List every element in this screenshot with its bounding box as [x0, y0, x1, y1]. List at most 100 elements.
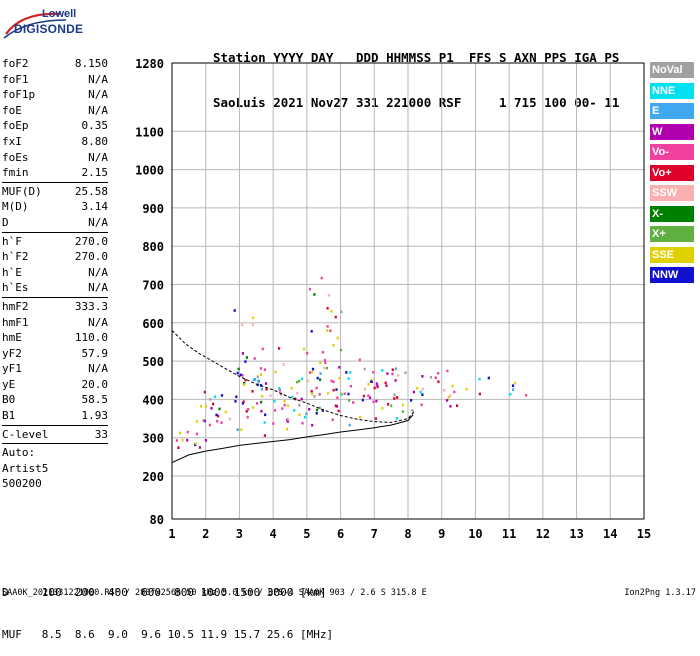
param-row: h`E N/A: [2, 265, 108, 281]
param-value: 20.0: [81, 377, 109, 391]
auto-label: Auto:: [2, 446, 36, 460]
param-label: foE: [2, 103, 22, 117]
param-row: yE 20.0: [2, 377, 108, 393]
echo-point: [451, 384, 454, 388]
digisonde-logo: Lowell DIGISONDE: [2, 6, 83, 42]
echo-point: [421, 393, 424, 396]
echo-point: [294, 397, 297, 401]
echo-point: [251, 323, 254, 326]
echo-point: [177, 446, 180, 449]
echo-point: [209, 398, 212, 401]
echo-point: [434, 376, 437, 379]
echo-point: [449, 405, 452, 408]
echo-point: [345, 371, 348, 374]
echo-point: [338, 366, 341, 369]
echo-point: [204, 405, 207, 408]
echo-point: [319, 372, 322, 375]
echo-point: [327, 391, 330, 395]
y-tick-label: 700: [142, 279, 164, 293]
echo-point: [224, 410, 227, 414]
echo-point: [273, 399, 276, 403]
param-label: D: [2, 215, 9, 229]
y-tick-label: 1000: [135, 164, 164, 178]
echo-point: [336, 336, 339, 340]
echo-point: [263, 434, 266, 437]
echo-point: [259, 367, 262, 370]
param-row: foEs N/A: [2, 150, 108, 166]
echo-point: [301, 421, 304, 425]
param-group-virtual-heights: h`F 270.0 h`F2 270.0 h`E N/A h`Es N/A: [2, 234, 108, 296]
x-tick-label: 8: [404, 527, 411, 541]
echo-point: [220, 394, 224, 397]
echo-point: [282, 363, 285, 366]
echo-point: [264, 413, 267, 417]
param-row: foF1p N/A: [2, 87, 108, 103]
param-value: 2.15: [81, 166, 109, 180]
logo-line2: DIGISONDE: [14, 22, 84, 36]
echo-point: [393, 397, 396, 400]
param-value: N/A: [88, 315, 108, 329]
echo-point: [279, 392, 283, 396]
file-info-footer: SAA0K_2021331221000.RSF / 280fx256h 50 k…: [2, 588, 427, 598]
echo-point: [252, 406, 255, 409]
x-tick-label: 13: [569, 527, 583, 541]
echo-point: [310, 330, 313, 333]
echo-point: [286, 420, 289, 423]
echo-point: [261, 394, 264, 398]
param-value: 8.80: [81, 134, 109, 148]
echo-point: [218, 407, 221, 411]
echo-point: [318, 393, 321, 396]
echo-point: [308, 287, 312, 291]
param-label: hmF1: [2, 315, 29, 329]
param-value: 110.0: [74, 331, 108, 345]
echo-point: [208, 423, 211, 427]
echo-point: [332, 380, 335, 384]
echo-point: [375, 399, 378, 403]
echo-point: [245, 410, 248, 413]
echo-point: [367, 394, 370, 397]
echo-point: [416, 387, 419, 390]
echo-point: [261, 347, 264, 351]
echo-point: [260, 400, 263, 404]
echo-point: [373, 386, 376, 390]
y-tick-label: 800: [142, 240, 164, 254]
legend-item: W: [650, 123, 694, 140]
param-value: 270.0: [74, 250, 108, 264]
legend-item: X-: [650, 205, 694, 222]
echo-point: [256, 383, 259, 387]
echo-point: [359, 416, 362, 419]
echo-point: [363, 367, 366, 371]
param-value: N/A: [88, 265, 108, 279]
param-row: h`Es N/A: [2, 280, 108, 296]
echo-point: [216, 419, 219, 423]
echo-point: [395, 417, 399, 420]
echo-point: [362, 394, 365, 398]
echo-point: [397, 374, 400, 377]
param-group-confidence: C-level 33: [2, 427, 108, 443]
echo-point: [336, 396, 339, 400]
echo-point: [315, 412, 318, 415]
echo-point: [331, 418, 334, 421]
param-label: fxI: [2, 134, 22, 148]
echo-point: [358, 358, 361, 362]
echo-point: [347, 392, 350, 396]
echo-point: [264, 382, 268, 385]
echo-point: [411, 409, 414, 412]
echo-point: [186, 430, 189, 434]
param-value: 3.14: [81, 200, 109, 214]
echo-point: [376, 385, 379, 389]
param-value: N/A: [88, 281, 108, 295]
echo-point: [421, 375, 424, 378]
param-value: 8.150: [74, 57, 108, 70]
echo-point: [278, 389, 281, 392]
echo-point: [447, 395, 450, 399]
echo-point: [401, 403, 404, 407]
echo-point: [335, 388, 338, 391]
echo-point: [330, 310, 333, 313]
echo-point: [370, 379, 373, 382]
param-row: fmin 2.15: [2, 165, 108, 181]
echo-point: [394, 379, 397, 382]
echo-point: [260, 387, 263, 391]
echo-point: [319, 361, 322, 365]
echo-point: [243, 382, 246, 385]
